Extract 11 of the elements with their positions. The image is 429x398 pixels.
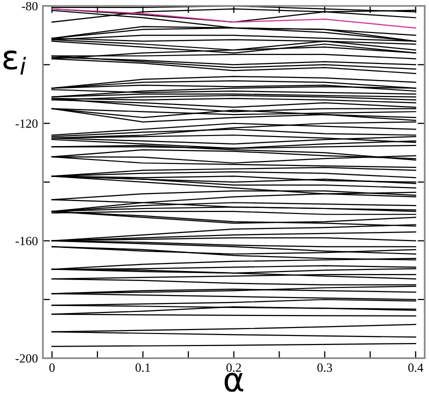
y-tick-label: -160 [16,236,38,246]
x-tick-label: 0 [49,363,55,372]
x-tick-label: 0.2 [226,363,241,372]
x-tick-label: 0.3 [317,363,332,372]
x-tick-label: 0.1 [136,363,150,372]
y-axis-title: ε$_{i}$ [3,50,26,75]
y-tick-label: -200 [16,354,38,363]
y-tick-label: -80 [22,2,38,10]
y-tick-label: -120 [16,119,38,128]
x-tick-label: 0.4 [408,363,424,372]
x-axis-title: α [224,372,244,392]
